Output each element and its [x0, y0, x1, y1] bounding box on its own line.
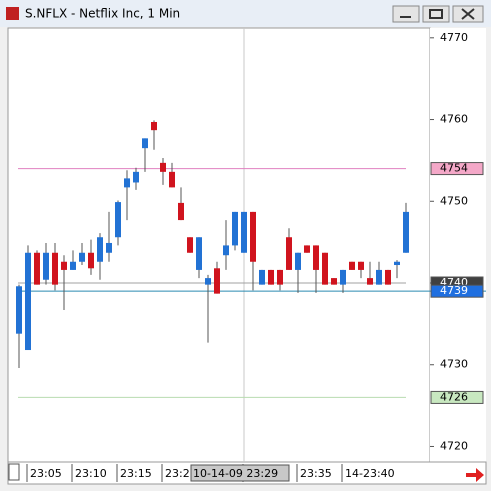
candle-body [232, 211, 238, 246]
candle-body [115, 202, 121, 238]
scroll-box[interactable] [8, 463, 20, 481]
candle-body [385, 269, 391, 285]
candle-body [196, 237, 202, 270]
candle-body [205, 278, 211, 285]
x-tick-label: 14-23:40 [345, 467, 395, 480]
candle-body [268, 269, 274, 285]
candle-body [286, 237, 292, 270]
y-tick-label: 4750 [440, 194, 468, 207]
candle-body [142, 138, 148, 149]
price-label: 4739 [440, 284, 468, 297]
candle-body [169, 171, 175, 188]
candle-body [223, 245, 229, 256]
candle-body [151, 121, 157, 131]
candle-body [34, 252, 40, 285]
candle-body [349, 261, 355, 270]
candle-body [340, 269, 346, 285]
candle-body [331, 278, 337, 285]
x-tick-label: 23:35 [300, 467, 332, 480]
candle-body [133, 171, 139, 183]
y-tick-label: 4770 [440, 31, 468, 44]
candle-body [160, 162, 166, 172]
x-tick-label: 23:15 [120, 467, 152, 480]
candle-body [187, 237, 193, 253]
minimize-button[interactable] [392, 5, 420, 23]
candle-body [43, 252, 49, 280]
price-axis [430, 28, 486, 462]
candle-body [79, 252, 85, 262]
scroll-arrow[interactable] [466, 468, 484, 482]
candle-body [241, 211, 247, 253]
candle-body [403, 211, 409, 253]
candle-body [124, 178, 130, 188]
candle-body [295, 252, 301, 270]
candle-body [52, 252, 58, 285]
candle-body [61, 261, 67, 270]
candle-body [106, 242, 112, 253]
window-buttons[interactable] [392, 5, 484, 23]
x-tick-label: 23:2 [165, 467, 190, 480]
candle-body [394, 261, 400, 266]
price-label-box [430, 390, 484, 404]
candle-body [277, 269, 283, 285]
y-tick-label: 4720 [440, 439, 468, 452]
candle-body [97, 237, 103, 262]
window-title: S.NFLX - Netflix Inc, 1 Min [25, 7, 180, 21]
candle-body [214, 268, 220, 294]
x-label-highlight [190, 464, 290, 482]
maximize-icon [429, 9, 443, 19]
candle-body [16, 286, 22, 334]
x-tick-label: 23:10 [75, 467, 107, 480]
candle-body [322, 252, 328, 285]
candle-body [178, 202, 184, 221]
app-icon [6, 7, 19, 20]
price-label-box [430, 162, 484, 176]
candle-body [358, 261, 364, 270]
candle-body [88, 252, 94, 269]
candle-body [250, 211, 256, 262]
candle-body [25, 252, 31, 351]
y-tick-label: 4760 [440, 113, 468, 126]
plot-area [7, 27, 431, 463]
candle-body [70, 261, 76, 270]
candle-body [313, 245, 319, 270]
close-icon [461, 8, 475, 20]
price-label-box [430, 284, 484, 298]
price-label: 4726 [440, 390, 468, 403]
price-label: 4754 [440, 162, 468, 175]
y-tick-label: 4730 [440, 358, 468, 371]
x-tick-label: 10-14-09 23:29 [193, 467, 278, 480]
candle-body [367, 278, 373, 285]
candle-body [259, 269, 265, 285]
candle-body [304, 245, 310, 253]
x-tick-label: 23:05 [30, 467, 62, 480]
candle-body [376, 269, 382, 285]
maximize-button[interactable] [422, 5, 450, 23]
